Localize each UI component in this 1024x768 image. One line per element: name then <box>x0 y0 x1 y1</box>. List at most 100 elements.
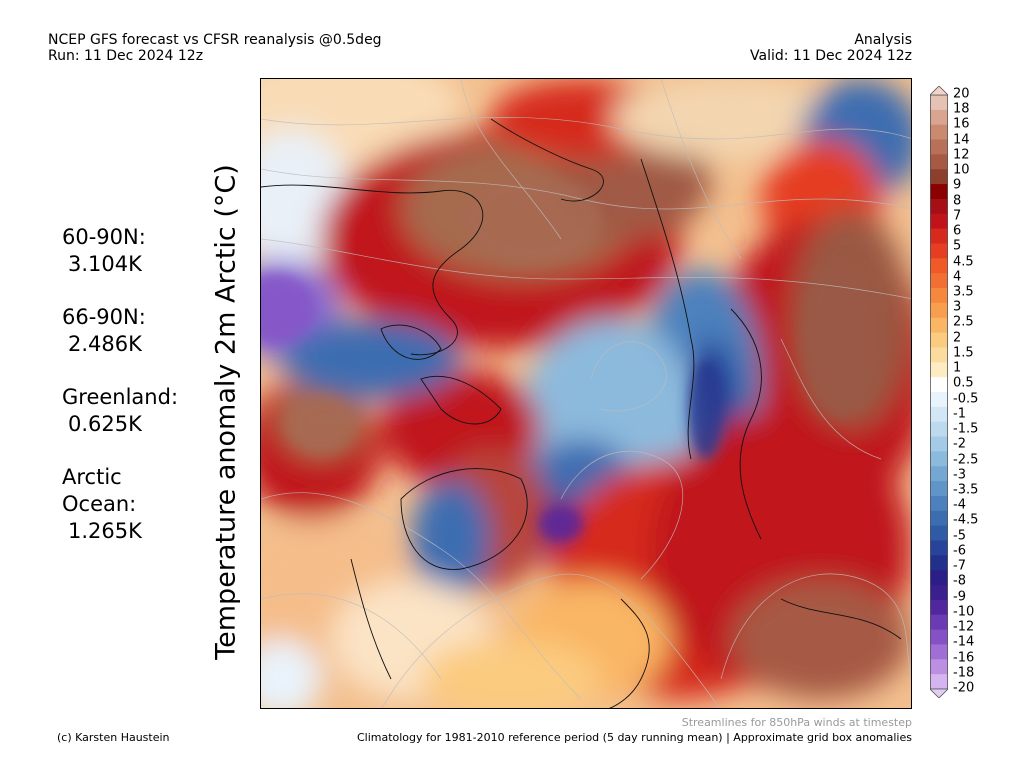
colorbar-swatch <box>930 124 948 141</box>
colorbar-label: -0.5 <box>953 391 979 407</box>
colorbar-swatch <box>930 228 948 244</box>
colorbar-label: 0.5 <box>953 375 974 391</box>
coastlines <box>261 118 902 708</box>
colorbar-label: -14 <box>953 634 975 650</box>
colorbar-label: 20 <box>953 86 970 102</box>
colorbar-swatch <box>930 599 948 616</box>
colorbar-label: 8 <box>953 193 962 209</box>
colorbar-label: 10 <box>953 162 970 178</box>
colorbar-label: 2.5 <box>953 314 974 330</box>
colorbar-label: -2.5 <box>953 452 979 468</box>
colorbar-label: 4 <box>953 269 962 285</box>
colorbar-swatch <box>930 585 948 601</box>
colorbar-label: -1 <box>953 406 966 422</box>
axis-title: Temperature anomaly 2m Arctic (°C) <box>210 164 242 660</box>
colorbar-label: -16 <box>953 650 975 666</box>
header-left: NCEP GFS forecast vs CFSR reanalysis @0.… <box>48 32 382 64</box>
colorbar-label: 7 <box>953 208 962 224</box>
colorbar-label: 14 <box>953 132 970 148</box>
stat-label: Arctic Ocean: <box>62 465 137 516</box>
stat-label: Greenland: <box>62 385 179 409</box>
colorbar-label: 1 <box>953 360 962 376</box>
colorbar-swatch <box>930 466 948 482</box>
colorbar-swatch <box>930 629 948 645</box>
colorbar-label: -5 <box>953 528 966 544</box>
stat-label: 60-90N: <box>62 225 146 249</box>
colorbar-label: -10 <box>953 604 975 620</box>
colorbar-swatch <box>930 139 948 155</box>
colorbar-label: 5 <box>953 238 962 254</box>
stat-value: 0.625K <box>68 412 142 436</box>
colorbar-swatch <box>930 614 948 631</box>
colorbar-swatch <box>930 644 948 660</box>
colorbar-label: 2 <box>953 330 962 346</box>
colorbar-swatch <box>930 392 948 408</box>
colorbar-label: 1.5 <box>953 345 974 361</box>
colorbar-swatch <box>930 510 948 527</box>
colorbar-label: -4 <box>953 497 966 513</box>
colorbar-swatch <box>930 258 948 274</box>
colorbar-label: -8 <box>953 573 966 589</box>
colorbar-label: 4.5 <box>953 254 974 270</box>
colorbar-swatch <box>930 421 948 438</box>
stat-greenland: Greenland: 0.625K <box>62 384 202 438</box>
colorbar-label: -20 <box>953 680 975 696</box>
colorbar-label: 6 <box>953 223 962 239</box>
colorbar-label: 12 <box>953 147 970 163</box>
colorbar-swatch <box>930 347 948 363</box>
stat-60-90n: 60-90N: 3.104K <box>62 224 202 278</box>
colorbar-label: 3 <box>953 299 962 315</box>
analysis-label: Analysis <box>854 32 912 48</box>
stat-value: 1.265K <box>68 519 142 543</box>
colorbar-labels: 20 18 16 14 12 10 9 8 7 6 5 4.5 4 3.5 3 2.5 2 1.5 1 0.5 -0.5… <box>953 88 1013 695</box>
colorbar-swatch <box>930 540 948 556</box>
colorbar-label: -3.5 <box>953 482 979 498</box>
colorbar-swatch <box>930 198 948 215</box>
copyright-credit: (c) Karsten Haustein <box>57 731 170 744</box>
stat-66-90n: 66-90N: 2.486K <box>62 304 202 358</box>
colorbar-label: -18 <box>953 665 975 681</box>
colorbar-swatch <box>930 184 948 200</box>
colorbar-label: 16 <box>953 116 970 132</box>
colorbar-swatch <box>930 451 948 467</box>
stat-label: 66-90N: <box>62 305 146 329</box>
colorbar-label: -3 <box>953 467 966 483</box>
colorbar-swatches <box>930 94 948 690</box>
colorbar-swatch <box>930 525 948 541</box>
colorbar-swatch <box>930 332 948 348</box>
colorbar-label: -7 <box>953 558 966 574</box>
colorbar-swatch <box>930 406 948 423</box>
colorbar-swatch <box>930 317 948 334</box>
map-canvas <box>261 79 911 708</box>
colorbar-label: -2 <box>953 436 966 452</box>
colorbar-label: -12 <box>953 619 975 635</box>
header-right: Analysis Valid: 11 Dec 2024 12z <box>750 32 912 64</box>
colorbar-swatch <box>930 362 948 378</box>
colorbar-label: 18 <box>953 101 970 117</box>
colorbar-swatch <box>930 95 948 111</box>
colorbar-swatch <box>930 213 948 230</box>
colorbar-label: 9 <box>953 177 962 193</box>
colorbar-swatch <box>930 495 948 512</box>
colorbar-swatch <box>930 154 948 170</box>
colorbar-label: -4.5 <box>953 512 979 528</box>
colorbar-min-arrow <box>930 688 948 698</box>
wind-streamlines <box>261 79 911 708</box>
colorbar-swatch <box>930 109 948 126</box>
stat-arctic-ocean: Arctic Ocean: 1.265K <box>62 464 202 545</box>
run-time: Run: 11 Dec 2024 12z <box>48 48 204 64</box>
climatology-note: Climatology for 1981-2010 reference peri… <box>356 731 912 744</box>
colorbar <box>930 86 948 698</box>
valid-time: Valid: 11 Dec 2024 12z <box>750 48 912 64</box>
streamlines-note: Streamlines for 850hPa winds at timestep <box>681 716 912 729</box>
regional-stats: 60-90N: 3.104K 66-90N: 2.486K Greenland:… <box>62 224 202 571</box>
stat-value: 3.104K <box>68 252 142 276</box>
map-title: NCEP GFS forecast vs CFSR reanalysis @0.… <box>48 32 382 48</box>
colorbar-swatch <box>930 288 948 304</box>
colorbar-swatch <box>930 436 948 452</box>
colorbar-swatch <box>930 674 948 690</box>
colorbar-swatch <box>930 555 948 571</box>
colorbar-swatch <box>930 243 948 259</box>
stat-value: 2.486K <box>68 332 142 356</box>
anomaly-map <box>260 78 912 709</box>
